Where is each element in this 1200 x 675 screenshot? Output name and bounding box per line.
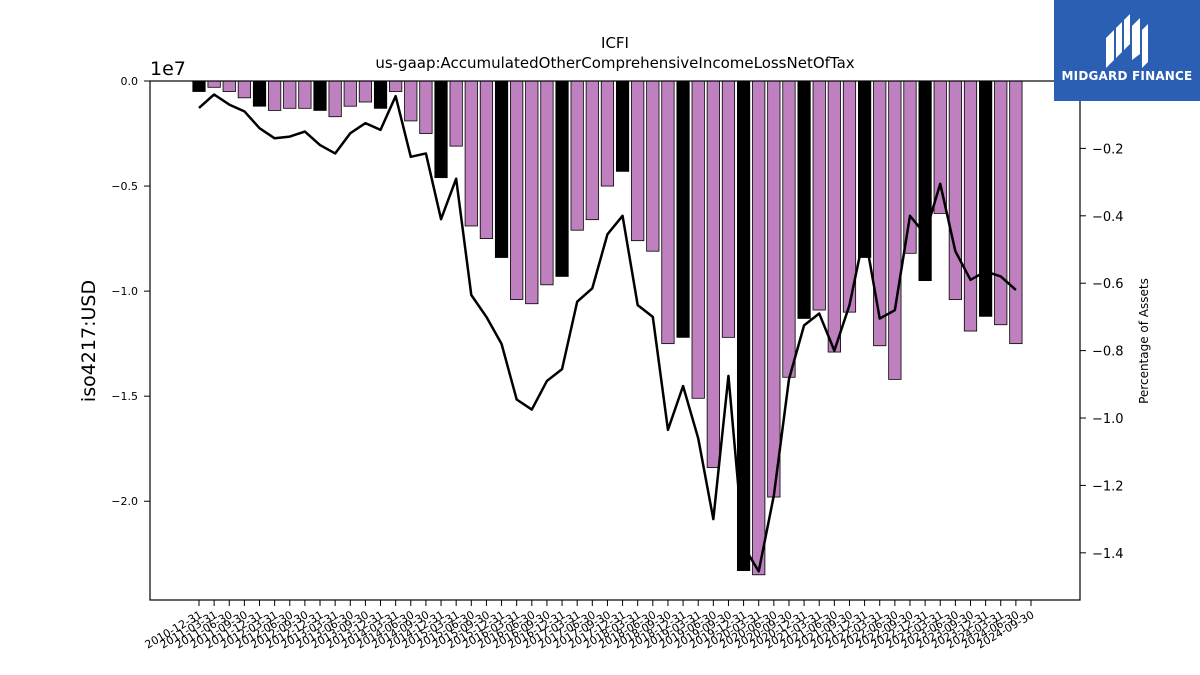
bar [797, 80, 811, 319]
bar [585, 80, 599, 221]
bar [752, 80, 766, 576]
chart-title: ICFI [601, 34, 629, 52]
y-tick-label: −1.0 [111, 285, 138, 298]
bar [449, 80, 463, 147]
y-tick-label: 0.0 [121, 75, 139, 88]
bar [1009, 80, 1023, 345]
bar [268, 80, 282, 111]
bar [979, 80, 993, 317]
bar [615, 80, 630, 172]
bar [343, 80, 357, 107]
bar [691, 80, 705, 399]
bar [419, 80, 433, 134]
bar [479, 80, 494, 239]
y-tick-label-right: −0.4 [1092, 210, 1124, 225]
bar [313, 80, 327, 111]
axes-group: 0.0 −0.5 −1.0 −1.5 −2.0 −0.2 −0.4 −0.6 −0.8 −1.0 −… [111, 75, 1123, 651]
bar [373, 80, 388, 109]
bar [918, 80, 932, 282]
bar [827, 80, 841, 353]
bar [525, 80, 539, 305]
chart-subtitle: us-gaap:AccumulatedOtherComprehensiveInc… [375, 54, 854, 72]
bar [948, 80, 962, 300]
bar [888, 80, 902, 380]
logo-text: MIDGARD FINANCE [1061, 69, 1193, 83]
bar [858, 80, 872, 258]
y-offset-label: 1e7 [150, 58, 186, 80]
bar [192, 80, 206, 92]
percentage-line [198, 93, 1017, 573]
bar [464, 80, 478, 227]
y-tick-label-right: −1.0 [1092, 412, 1124, 427]
bar [540, 80, 554, 286]
bar [358, 80, 373, 103]
y-tick-label-right: −0.2 [1092, 142, 1124, 157]
bar [404, 80, 418, 122]
bar [434, 80, 448, 179]
y-tick-label: −1.5 [111, 390, 138, 403]
bar [555, 80, 569, 277]
y-tick-label-right: −0.6 [1092, 277, 1124, 292]
bar [298, 80, 312, 109]
bar [600, 80, 615, 187]
bar [676, 80, 690, 338]
bar [510, 80, 524, 300]
bar [721, 80, 736, 338]
y-tick-label: −2.0 [111, 495, 138, 508]
bar [222, 80, 236, 92]
bar [252, 80, 267, 107]
y-axis-label-right: Percentage of Assets [1137, 278, 1151, 404]
plot-frame [149, 80, 1081, 601]
bar [494, 80, 509, 258]
bar [646, 80, 660, 252]
bar [237, 80, 251, 99]
y-tick-label: −0.5 [111, 180, 138, 193]
bar [389, 80, 403, 92]
bar [661, 80, 675, 345]
bar [842, 80, 857, 313]
bar [706, 80, 720, 469]
bar [207, 80, 221, 88]
bar [903, 80, 917, 254]
bars-group [192, 80, 1023, 576]
midgard-logo-icon [1106, 14, 1148, 68]
bar [328, 80, 342, 118]
bar [994, 80, 1008, 326]
bar [631, 80, 645, 242]
bar [933, 80, 947, 214]
bar [873, 80, 887, 347]
y-tick-label-right: −1.4 [1092, 547, 1124, 562]
bar [782, 80, 796, 378]
bar [570, 80, 584, 231]
y-tick-label-right: −0.8 [1092, 345, 1124, 360]
bar [767, 80, 781, 498]
bar [963, 80, 978, 332]
y-axis-label: iso4217:USD [78, 280, 100, 402]
brand-logo: MIDGARD FINANCE [1054, 0, 1200, 101]
bar [283, 80, 297, 109]
y-tick-label-right: −1.2 [1092, 479, 1124, 494]
bar [812, 80, 826, 311]
